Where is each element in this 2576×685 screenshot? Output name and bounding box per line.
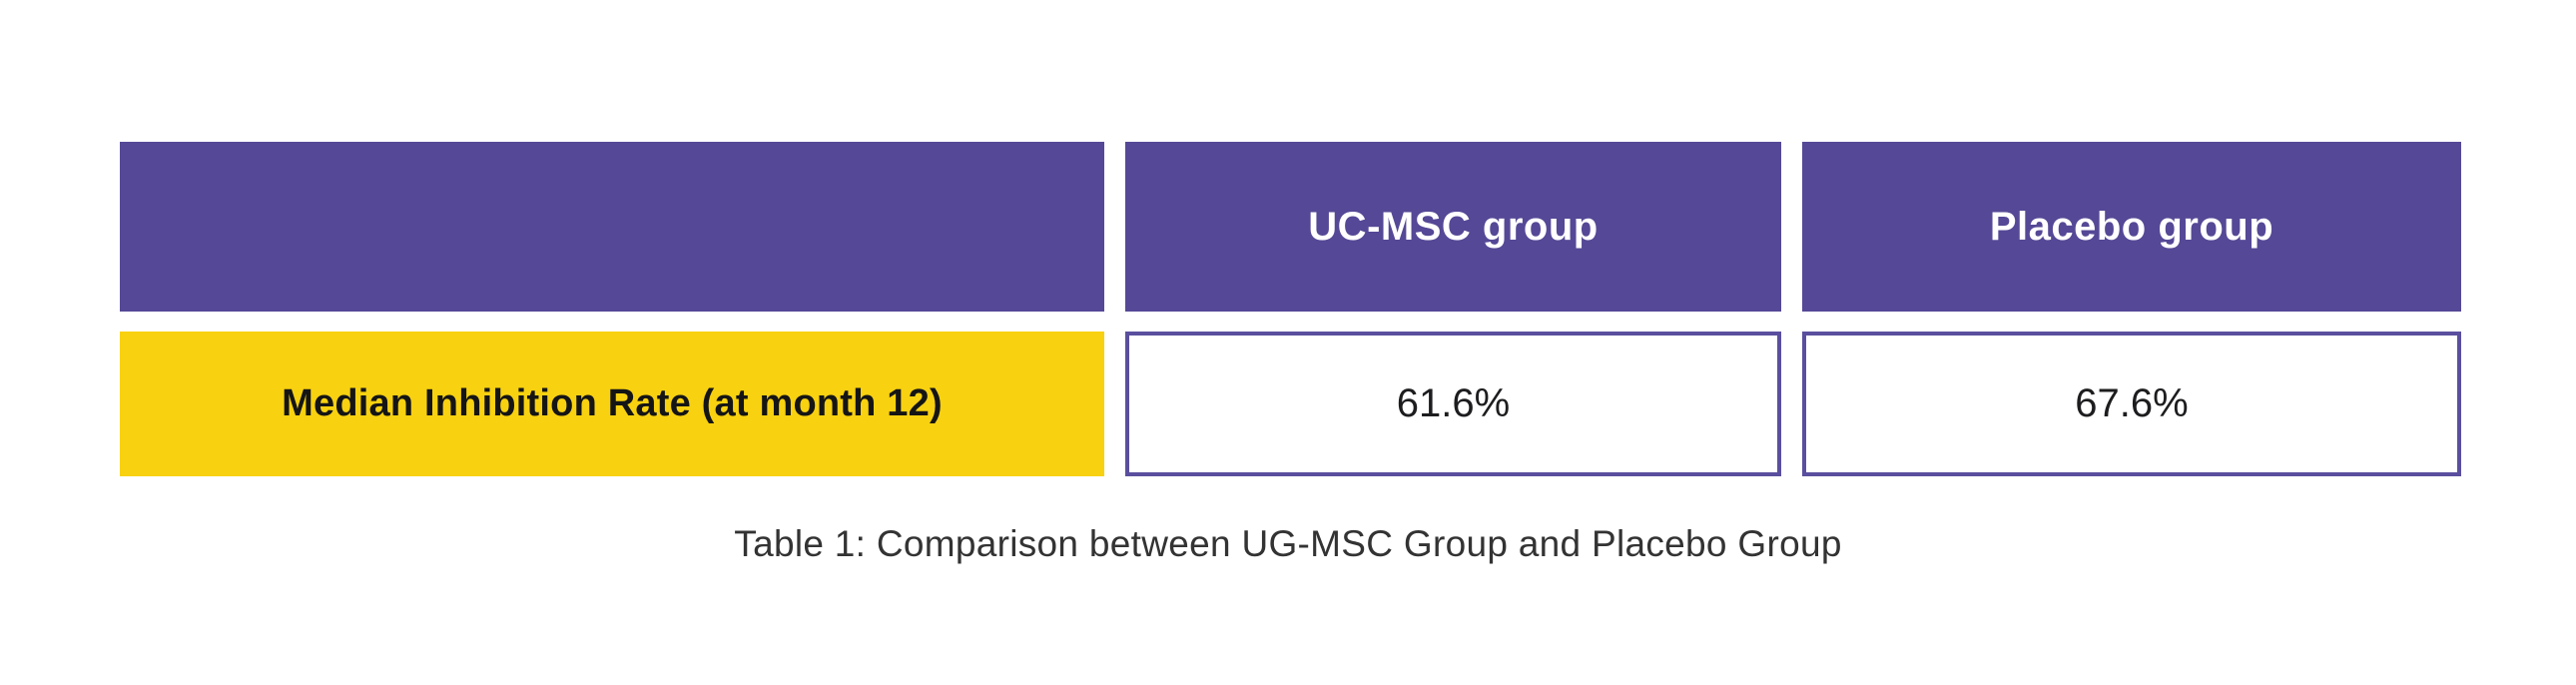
header-cell-placebo-group: Placebo group: [1802, 142, 2461, 312]
row-label-median-inhibition-rate: Median Inhibition Rate (at month 12): [120, 332, 1104, 476]
value-cell-placebo: 67.6%: [1802, 332, 2461, 476]
header-cell-empty: [120, 142, 1104, 312]
value-cell-ucmsc: 61.6%: [1125, 332, 1781, 476]
header-cell-ucmsc-group: UC-MSC group: [1125, 142, 1781, 312]
table-caption: Table 1: Comparison between UG-MSC Group…: [734, 523, 1842, 564]
comparison-table: UC-MSC group Placebo group Median Inhibi…: [120, 142, 2461, 476]
